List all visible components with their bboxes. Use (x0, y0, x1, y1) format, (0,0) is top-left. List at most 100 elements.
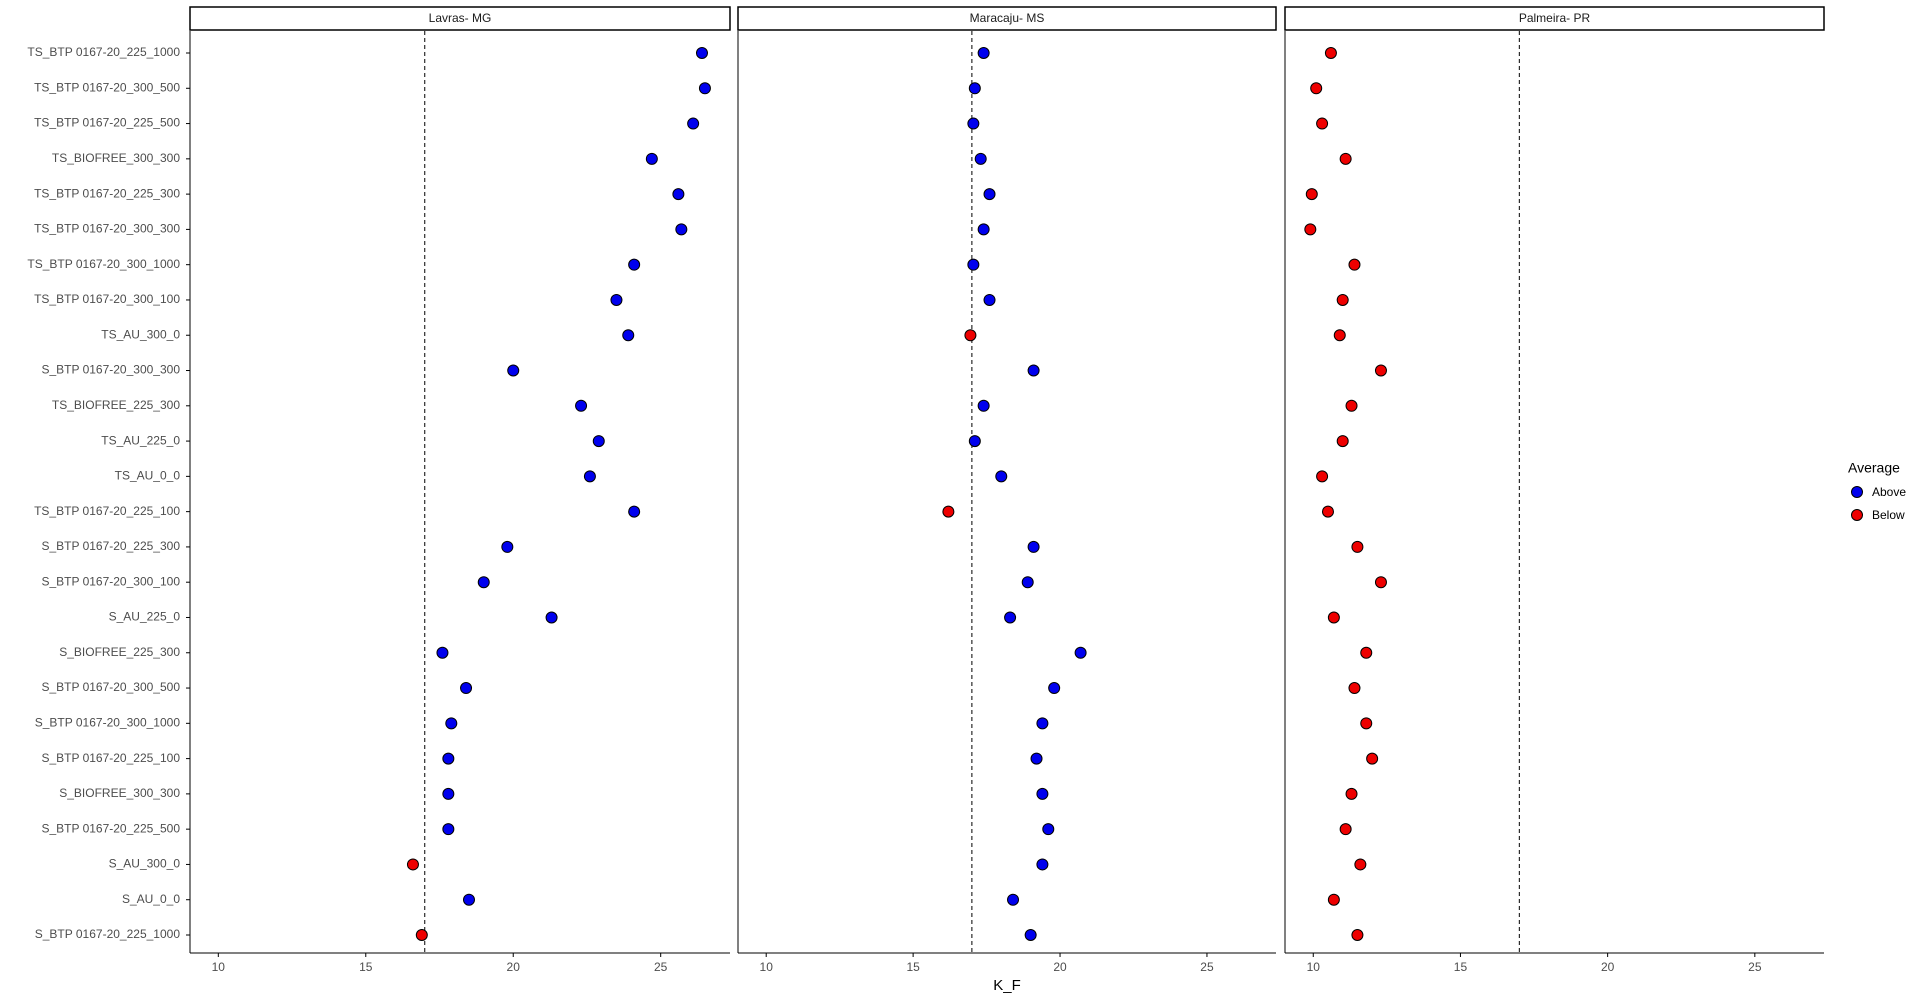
x-axis-title: K_F (993, 977, 1021, 994)
point (1027, 540, 1040, 553)
legend-marker (1851, 486, 1863, 498)
point (1042, 823, 1055, 836)
point (1351, 540, 1364, 553)
y-tick-label: S_BTP 0167-20_225_100 (41, 751, 180, 765)
y-tick-label: TS_BTP 0167-20_225_1000 (27, 45, 180, 59)
y-tick-label: S_BIOFREE_300_300 (59, 786, 180, 800)
y-tick-label: S_BTP 0167-20_300_500 (41, 680, 180, 694)
point (545, 611, 558, 624)
x-tick-label: 10 (1307, 960, 1321, 974)
point (436, 646, 449, 659)
point (1345, 399, 1358, 412)
point (1327, 893, 1340, 906)
point (442, 752, 455, 765)
point (967, 258, 980, 271)
y-tick-label: S_AU_225_0 (109, 610, 181, 624)
y-tick-label: TS_BTP 0167-20_225_300 (34, 186, 180, 200)
point (1374, 364, 1387, 377)
point (1316, 470, 1329, 483)
point (1030, 752, 1043, 765)
point (1024, 929, 1037, 941)
y-tick-label: S_BTP 0167-20_225_1000 (35, 927, 181, 941)
x-tick-label: 15 (906, 960, 920, 974)
point (964, 329, 977, 342)
point (442, 823, 455, 836)
point (460, 682, 473, 695)
point (977, 223, 990, 236)
legend-label: Below (1872, 508, 1905, 522)
point (1348, 258, 1361, 271)
point (1339, 823, 1352, 836)
point (672, 188, 685, 201)
legend-title: Average (1848, 460, 1900, 476)
point (1021, 576, 1034, 589)
point (1345, 787, 1358, 800)
point (977, 399, 990, 412)
x-tick-label: 20 (1053, 960, 1067, 974)
y-tick-label: S_BTP 0167-20_300_100 (41, 574, 180, 588)
point (406, 858, 419, 871)
point (628, 505, 641, 518)
point (968, 435, 981, 448)
x-tick-label: 15 (1454, 960, 1468, 974)
point (698, 82, 711, 95)
y-tick-label: TS_AU_300_0 (101, 327, 180, 341)
y-tick-label: TS_BTP 0167-20_300_300 (34, 222, 180, 236)
y-tick-label: TS_BTP 0167-20_225_500 (34, 116, 180, 130)
x-tick-label: 15 (359, 960, 373, 974)
point (1324, 47, 1337, 59)
y-tick-label: TS_BTP 0167-20_300_500 (34, 80, 180, 94)
point (1004, 611, 1017, 624)
strip (189, 6, 731, 31)
x-tick-label: 20 (1601, 960, 1615, 974)
x-tick-label: 25 (654, 960, 668, 974)
point (1348, 682, 1361, 695)
y-tick-label: TS_BIOFREE_300_300 (52, 151, 180, 165)
point (995, 470, 1008, 483)
point (1305, 188, 1318, 201)
point (1036, 858, 1049, 871)
legend-label: Above (1872, 485, 1906, 499)
point (1327, 611, 1340, 624)
point (592, 435, 605, 448)
point (507, 364, 520, 377)
panel-title: Palmeira- PR (1519, 11, 1591, 25)
point (977, 47, 990, 59)
point (1333, 329, 1346, 342)
point (442, 787, 455, 800)
panel-title: Maracaju- MS (970, 11, 1045, 25)
y-tick-label: S_BTP 0167-20_300_1000 (35, 715, 181, 729)
point (974, 152, 987, 165)
y-tick-label: TS_BTP 0167-20_225_100 (34, 504, 180, 518)
point (1366, 752, 1379, 765)
point (687, 117, 700, 130)
x-tick-label: 10 (760, 960, 774, 974)
legend-marker (1851, 509, 1863, 521)
point (983, 293, 996, 306)
point (983, 188, 996, 201)
y-tick-label: TS_BTP 0167-20_300_100 (34, 292, 180, 306)
point (695, 47, 708, 59)
y-tick-label: TS_AU_0_0 (115, 469, 181, 483)
point (1048, 682, 1061, 695)
point (1354, 858, 1367, 871)
y-tick-label: S_BTP 0167-20_300_300 (41, 363, 180, 377)
point (445, 717, 458, 730)
point (1316, 117, 1329, 130)
y-tick-label: S_AU_0_0 (122, 892, 180, 906)
point (1321, 505, 1334, 518)
point (1374, 576, 1387, 589)
point (415, 929, 428, 941)
y-tick-label: S_BTP 0167-20_225_300 (41, 539, 180, 553)
strip (737, 6, 1277, 31)
point (675, 223, 688, 236)
y-tick-label: TS_BIOFREE_225_300 (52, 398, 180, 412)
point (967, 117, 980, 130)
point (1007, 893, 1020, 906)
x-tick-label: 20 (507, 960, 521, 974)
point (583, 470, 596, 483)
point (645, 152, 658, 165)
point (575, 399, 588, 412)
point (1360, 646, 1373, 659)
